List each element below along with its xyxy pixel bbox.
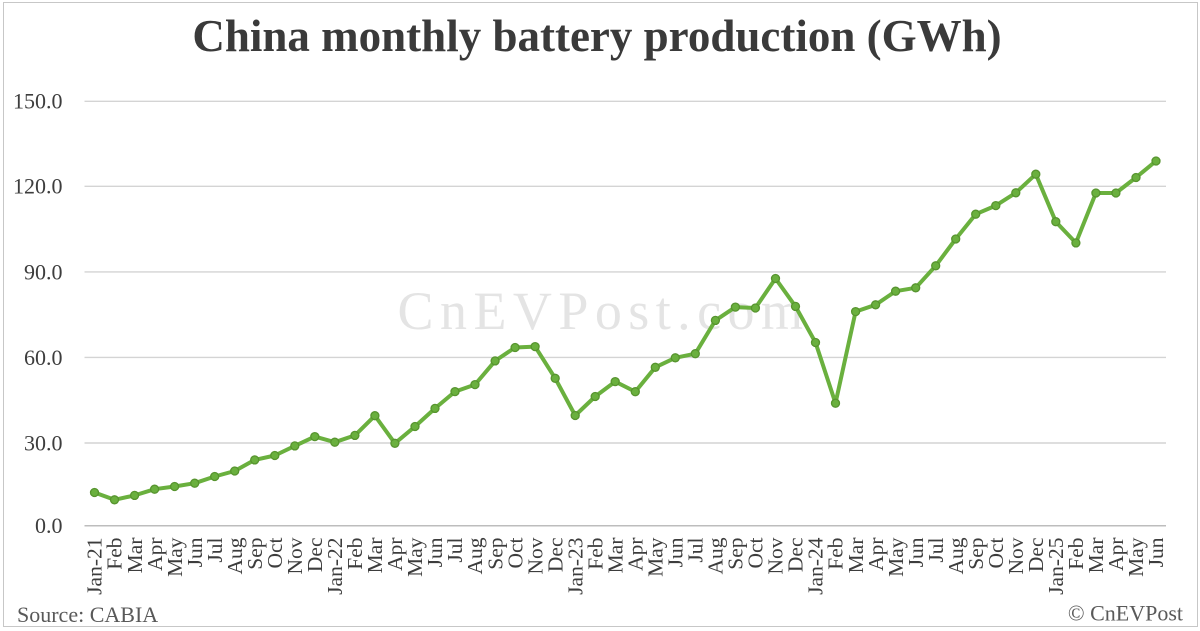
svg-text:Source: CABIA: Source: CABIA [17, 602, 158, 627]
svg-text:120.0: 120.0 [13, 174, 63, 199]
svg-text:Mar: Mar [603, 538, 627, 574]
svg-text:May: May [884, 537, 908, 577]
svg-text:Aug: Aug [704, 537, 728, 574]
svg-text:Feb: Feb [343, 538, 367, 570]
svg-text:Apr: Apr [864, 538, 888, 571]
svg-text:CnEVPost.com: CnEVPost.com [398, 281, 810, 341]
svg-text:May: May [163, 537, 187, 577]
svg-text:Jun: Jun [904, 537, 928, 567]
svg-text:Feb: Feb [1064, 538, 1088, 570]
svg-text:Jan-23: Jan-23 [563, 538, 587, 595]
svg-text:Sep: Sep [964, 538, 988, 570]
svg-text:Jul: Jul [684, 537, 708, 562]
svg-text:Sep: Sep [243, 538, 267, 570]
svg-text:Aug: Aug [223, 537, 247, 574]
svg-text:Nov: Nov [1004, 537, 1028, 574]
svg-text:Dec: Dec [1024, 538, 1048, 573]
svg-text:Nov: Nov [283, 537, 307, 574]
svg-text:Nov: Nov [764, 537, 788, 574]
svg-text:Mar: Mar [1084, 538, 1108, 574]
svg-text:30.0: 30.0 [24, 430, 63, 455]
svg-text:Jun: Jun [664, 537, 688, 567]
svg-text:Oct: Oct [263, 537, 287, 568]
svg-text:Jul: Jul [203, 537, 227, 562]
svg-text:150.0: 150.0 [13, 89, 63, 114]
svg-text:Feb: Feb [824, 538, 848, 570]
svg-text:Jan-25: Jan-25 [1044, 538, 1068, 595]
svg-text:May: May [1124, 537, 1148, 577]
svg-text:Jun: Jun [423, 537, 447, 567]
svg-text:Sep: Sep [483, 538, 507, 570]
svg-text:Dec: Dec [784, 538, 808, 573]
svg-text:Jan-21: Jan-21 [83, 538, 107, 595]
svg-text:Jul: Jul [443, 537, 467, 562]
svg-text:Oct: Oct [744, 537, 768, 568]
svg-text:Jun: Jun [1144, 537, 1168, 567]
svg-text:May: May [644, 537, 668, 577]
svg-text:Jul: Jul [924, 537, 948, 562]
svg-text:Feb: Feb [103, 538, 127, 570]
svg-text:Apr: Apr [383, 538, 407, 571]
svg-text:Aug: Aug [463, 537, 487, 574]
svg-text:60.0: 60.0 [24, 345, 63, 370]
svg-text:China monthly battery producti: China monthly battery production (GWh) [192, 11, 1001, 61]
svg-text:Nov: Nov [523, 537, 547, 574]
svg-text:Dec: Dec [303, 538, 327, 573]
svg-text:Apr: Apr [143, 538, 167, 571]
svg-text:Jun: Jun [183, 537, 207, 567]
svg-text:Oct: Oct [503, 537, 527, 568]
svg-text:Apr: Apr [1104, 538, 1128, 571]
svg-text:May: May [403, 537, 427, 577]
svg-text:Apr: Apr [624, 538, 648, 571]
svg-text:Sep: Sep [724, 538, 748, 570]
svg-text:Jan-22: Jan-22 [323, 538, 347, 595]
svg-text:0.0: 0.0 [35, 513, 63, 538]
svg-text:Mar: Mar [363, 538, 387, 574]
svg-text:90.0: 90.0 [24, 259, 63, 284]
svg-text:Mar: Mar [123, 538, 147, 574]
svg-text:Oct: Oct [984, 537, 1008, 568]
svg-text:Dec: Dec [543, 538, 567, 573]
svg-text:© CnEVPost: © CnEVPost [1068, 601, 1183, 626]
svg-text:Mar: Mar [844, 538, 868, 574]
svg-text:Feb: Feb [583, 538, 607, 570]
svg-text:Jan-24: Jan-24 [804, 537, 828, 595]
svg-text:Aug: Aug [944, 537, 968, 574]
